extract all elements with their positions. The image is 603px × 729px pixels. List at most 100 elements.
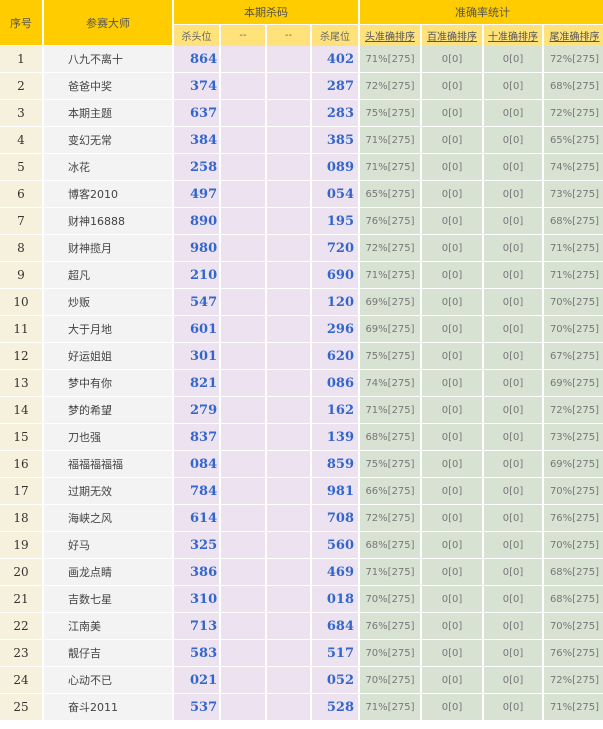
head-accuracy: 69%[275]: [360, 289, 420, 316]
hundreds-accuracy: 0[0]: [422, 316, 482, 343]
table-row: 22 江南美 713 684 76%[275] 0[0] 0[0] 70%[275]: [0, 613, 603, 640]
header-current: 本期杀码: [174, 0, 358, 25]
master-name: 奋斗2011: [44, 694, 172, 721]
head-accuracy: 70%[275]: [360, 586, 420, 613]
blank-cell: [221, 451, 265, 478]
tens-accuracy: 0[0]: [484, 451, 542, 478]
kill-tail: 089: [312, 154, 358, 181]
seq-cell: 11: [0, 316, 42, 343]
table-row: 5 冰花 258 089 71%[275] 0[0] 0[0] 74%[275]: [0, 154, 603, 181]
master-name: 炒贩: [44, 289, 172, 316]
blank-cell: [267, 343, 310, 370]
tail-accuracy: 73%[275]: [544, 181, 603, 208]
master-name: 梦中有你: [44, 370, 172, 397]
kill-tail: 402: [312, 46, 358, 73]
kill-head: 637: [174, 100, 219, 127]
tens-accuracy: 0[0]: [484, 127, 542, 154]
tens-accuracy: 0[0]: [484, 235, 542, 262]
kill-tail: 054: [312, 181, 358, 208]
blank-cell: [267, 613, 310, 640]
blank-cell: [267, 316, 310, 343]
kill-head: 310: [174, 586, 219, 613]
kill-head: 384: [174, 127, 219, 154]
master-name: 过期无效: [44, 478, 172, 505]
tail-accuracy: 72%[275]: [544, 397, 603, 424]
kill-tail: 139: [312, 424, 358, 451]
table-row: 13 梦中有你 821 086 74%[275] 0[0] 0[0] 69%[275]: [0, 370, 603, 397]
blank-cell: [267, 370, 310, 397]
blank-cell: [267, 559, 310, 586]
table-row: 19 好马 325 560 68%[275] 0[0] 0[0] 70%[275]: [0, 532, 603, 559]
table-row: 21 吉数七星 310 018 70%[275] 0[0] 0[0] 68%[275]: [0, 586, 603, 613]
hundreds-accuracy: 0[0]: [422, 505, 482, 532]
blank-cell: [221, 586, 265, 613]
blank-cell: [221, 424, 265, 451]
blank-cell: [221, 262, 265, 289]
blank-cell: [267, 235, 310, 262]
blank-cell: [267, 640, 310, 667]
blank-cell: [221, 100, 265, 127]
blank-cell: [267, 694, 310, 721]
blank-cell: [267, 478, 310, 505]
table-row: 23 靓仔吉 583 517 70%[275] 0[0] 0[0] 76%[275]: [0, 640, 603, 667]
master-name: 变幻无常: [44, 127, 172, 154]
blank-cell: [221, 667, 265, 694]
tail-accuracy: 72%[275]: [544, 100, 603, 127]
subheader-kill-head: 杀头位: [174, 25, 219, 46]
tail-accuracy: 68%[275]: [544, 73, 603, 100]
kill-tail: 162: [312, 397, 358, 424]
tens-accuracy: 0[0]: [484, 667, 542, 694]
blank-cell: [221, 559, 265, 586]
tens-accuracy: 0[0]: [484, 478, 542, 505]
kill-head: 821: [174, 370, 219, 397]
master-name: 八九不离十: [44, 46, 172, 73]
kill-head: 325: [174, 532, 219, 559]
blank-cell: [221, 181, 265, 208]
header-master: 参赛大师: [44, 0, 172, 46]
hundreds-accuracy: 0[0]: [422, 478, 482, 505]
tail-accuracy: 69%[275]: [544, 451, 603, 478]
blank-cell: [267, 532, 310, 559]
seq-cell: 23: [0, 640, 42, 667]
blank-cell: [221, 613, 265, 640]
sort-head-link[interactable]: 头准确排序: [360, 25, 420, 46]
kill-head: 547: [174, 289, 219, 316]
tens-accuracy: 0[0]: [484, 532, 542, 559]
master-name: 大于月地: [44, 316, 172, 343]
tens-accuracy: 0[0]: [484, 613, 542, 640]
hundreds-accuracy: 0[0]: [422, 73, 482, 100]
seq-cell: 10: [0, 289, 42, 316]
table-row: 4 变幻无常 384 385 71%[275] 0[0] 0[0] 65%[275]: [0, 127, 603, 154]
head-accuracy: 72%[275]: [360, 505, 420, 532]
tens-accuracy: 0[0]: [484, 370, 542, 397]
blank-cell: [267, 262, 310, 289]
tens-accuracy: 0[0]: [484, 316, 542, 343]
hundreds-accuracy: 0[0]: [422, 46, 482, 73]
table-row: 12 好运姐姐 301 620 75%[275] 0[0] 0[0] 67%[275]: [0, 343, 603, 370]
tens-accuracy: 0[0]: [484, 181, 542, 208]
kill-tail: 708: [312, 505, 358, 532]
table-row: 14 梦的希望 279 162 71%[275] 0[0] 0[0] 72%[275]: [0, 397, 603, 424]
tens-accuracy: 0[0]: [484, 694, 542, 721]
hundreds-accuracy: 0[0]: [422, 667, 482, 694]
tens-accuracy: 0[0]: [484, 559, 542, 586]
hundreds-accuracy: 0[0]: [422, 127, 482, 154]
hundreds-accuracy: 0[0]: [422, 559, 482, 586]
kill-tail: 195: [312, 208, 358, 235]
kill-tail: 684: [312, 613, 358, 640]
kill-tail: 086: [312, 370, 358, 397]
sort-tens-link[interactable]: 十准确排序: [484, 25, 542, 46]
kill-tail: 517: [312, 640, 358, 667]
tail-accuracy: 68%[275]: [544, 208, 603, 235]
head-accuracy: 75%[275]: [360, 343, 420, 370]
head-accuracy: 72%[275]: [360, 235, 420, 262]
table-row: 1 八九不离十 864 402 71%[275] 0[0] 0[0] 72%[275]: [0, 46, 603, 73]
master-name: 海峡之风: [44, 505, 172, 532]
hundreds-accuracy: 0[0]: [422, 451, 482, 478]
tens-accuracy: 0[0]: [484, 154, 542, 181]
blank-cell: [221, 289, 265, 316]
head-accuracy: 76%[275]: [360, 613, 420, 640]
sort-hundreds-link[interactable]: 百准确排序: [422, 25, 482, 46]
sort-tail-link[interactable]: 尾准确排序: [544, 25, 603, 46]
